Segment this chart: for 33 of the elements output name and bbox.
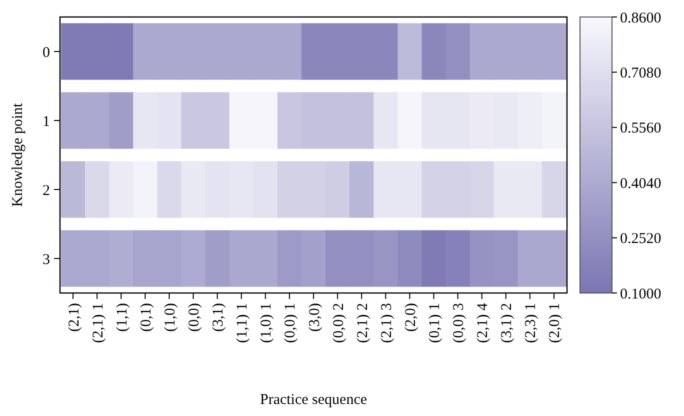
x-tick-label: (0,0) [186,303,203,332]
x-tick-label: (1,0) [162,303,178,332]
x-tick-label: (2,1) 1 [90,303,106,343]
x-tick-label: (2,1) [66,303,82,332]
color-bar-label: 0.5560 [620,120,662,137]
x-tick-label: (3,0) [306,303,323,332]
x-tick-label: (3,1) 2 [499,303,516,343]
x-tick-label: (0,0) 2 [330,303,347,343]
x-tick-label: (1,1) 1 [234,303,251,343]
color-bar-label: 0.1000 [620,286,662,302]
x-tick-label: (2,0) 1 [547,303,564,343]
y-axis-title: Knowledge point [10,102,26,207]
color-bar-label: 0.2520 [620,231,662,248]
x-tick-label: (2,3) 1 [523,303,540,343]
x-tick-label: (2,1) 3 [378,303,395,343]
x-tick-label: (2,1) 4 [475,302,492,343]
x-tick-label: (0,1) 1 [426,303,443,343]
x-tick-label: (2,1) 2 [354,303,371,343]
color-bar-label: 0.4040 [620,176,662,192]
x-tick-label: (0,0) 1 [282,303,299,343]
color-bar-label: 0.8600 [620,10,662,26]
x-tick-label: (2,0) [402,303,419,332]
y-tick-label: 2 [42,182,50,199]
x-tick-label: (1,1) [114,303,130,332]
x-tick-label: (1,0) 1 [258,303,275,343]
color-bar-label: 0.7080 [620,65,662,82]
x-axis-title: Practice sequence [260,392,368,408]
y-tick-label: 0 [42,44,50,61]
x-tick-label: (0,1) [138,303,154,332]
x-tick-label: (3,1) [210,303,227,332]
y-tick-label: 1 [42,114,50,130]
y-tick-label: 3 [42,252,50,268]
x-tick-label: (0,0) 3 [451,303,468,343]
